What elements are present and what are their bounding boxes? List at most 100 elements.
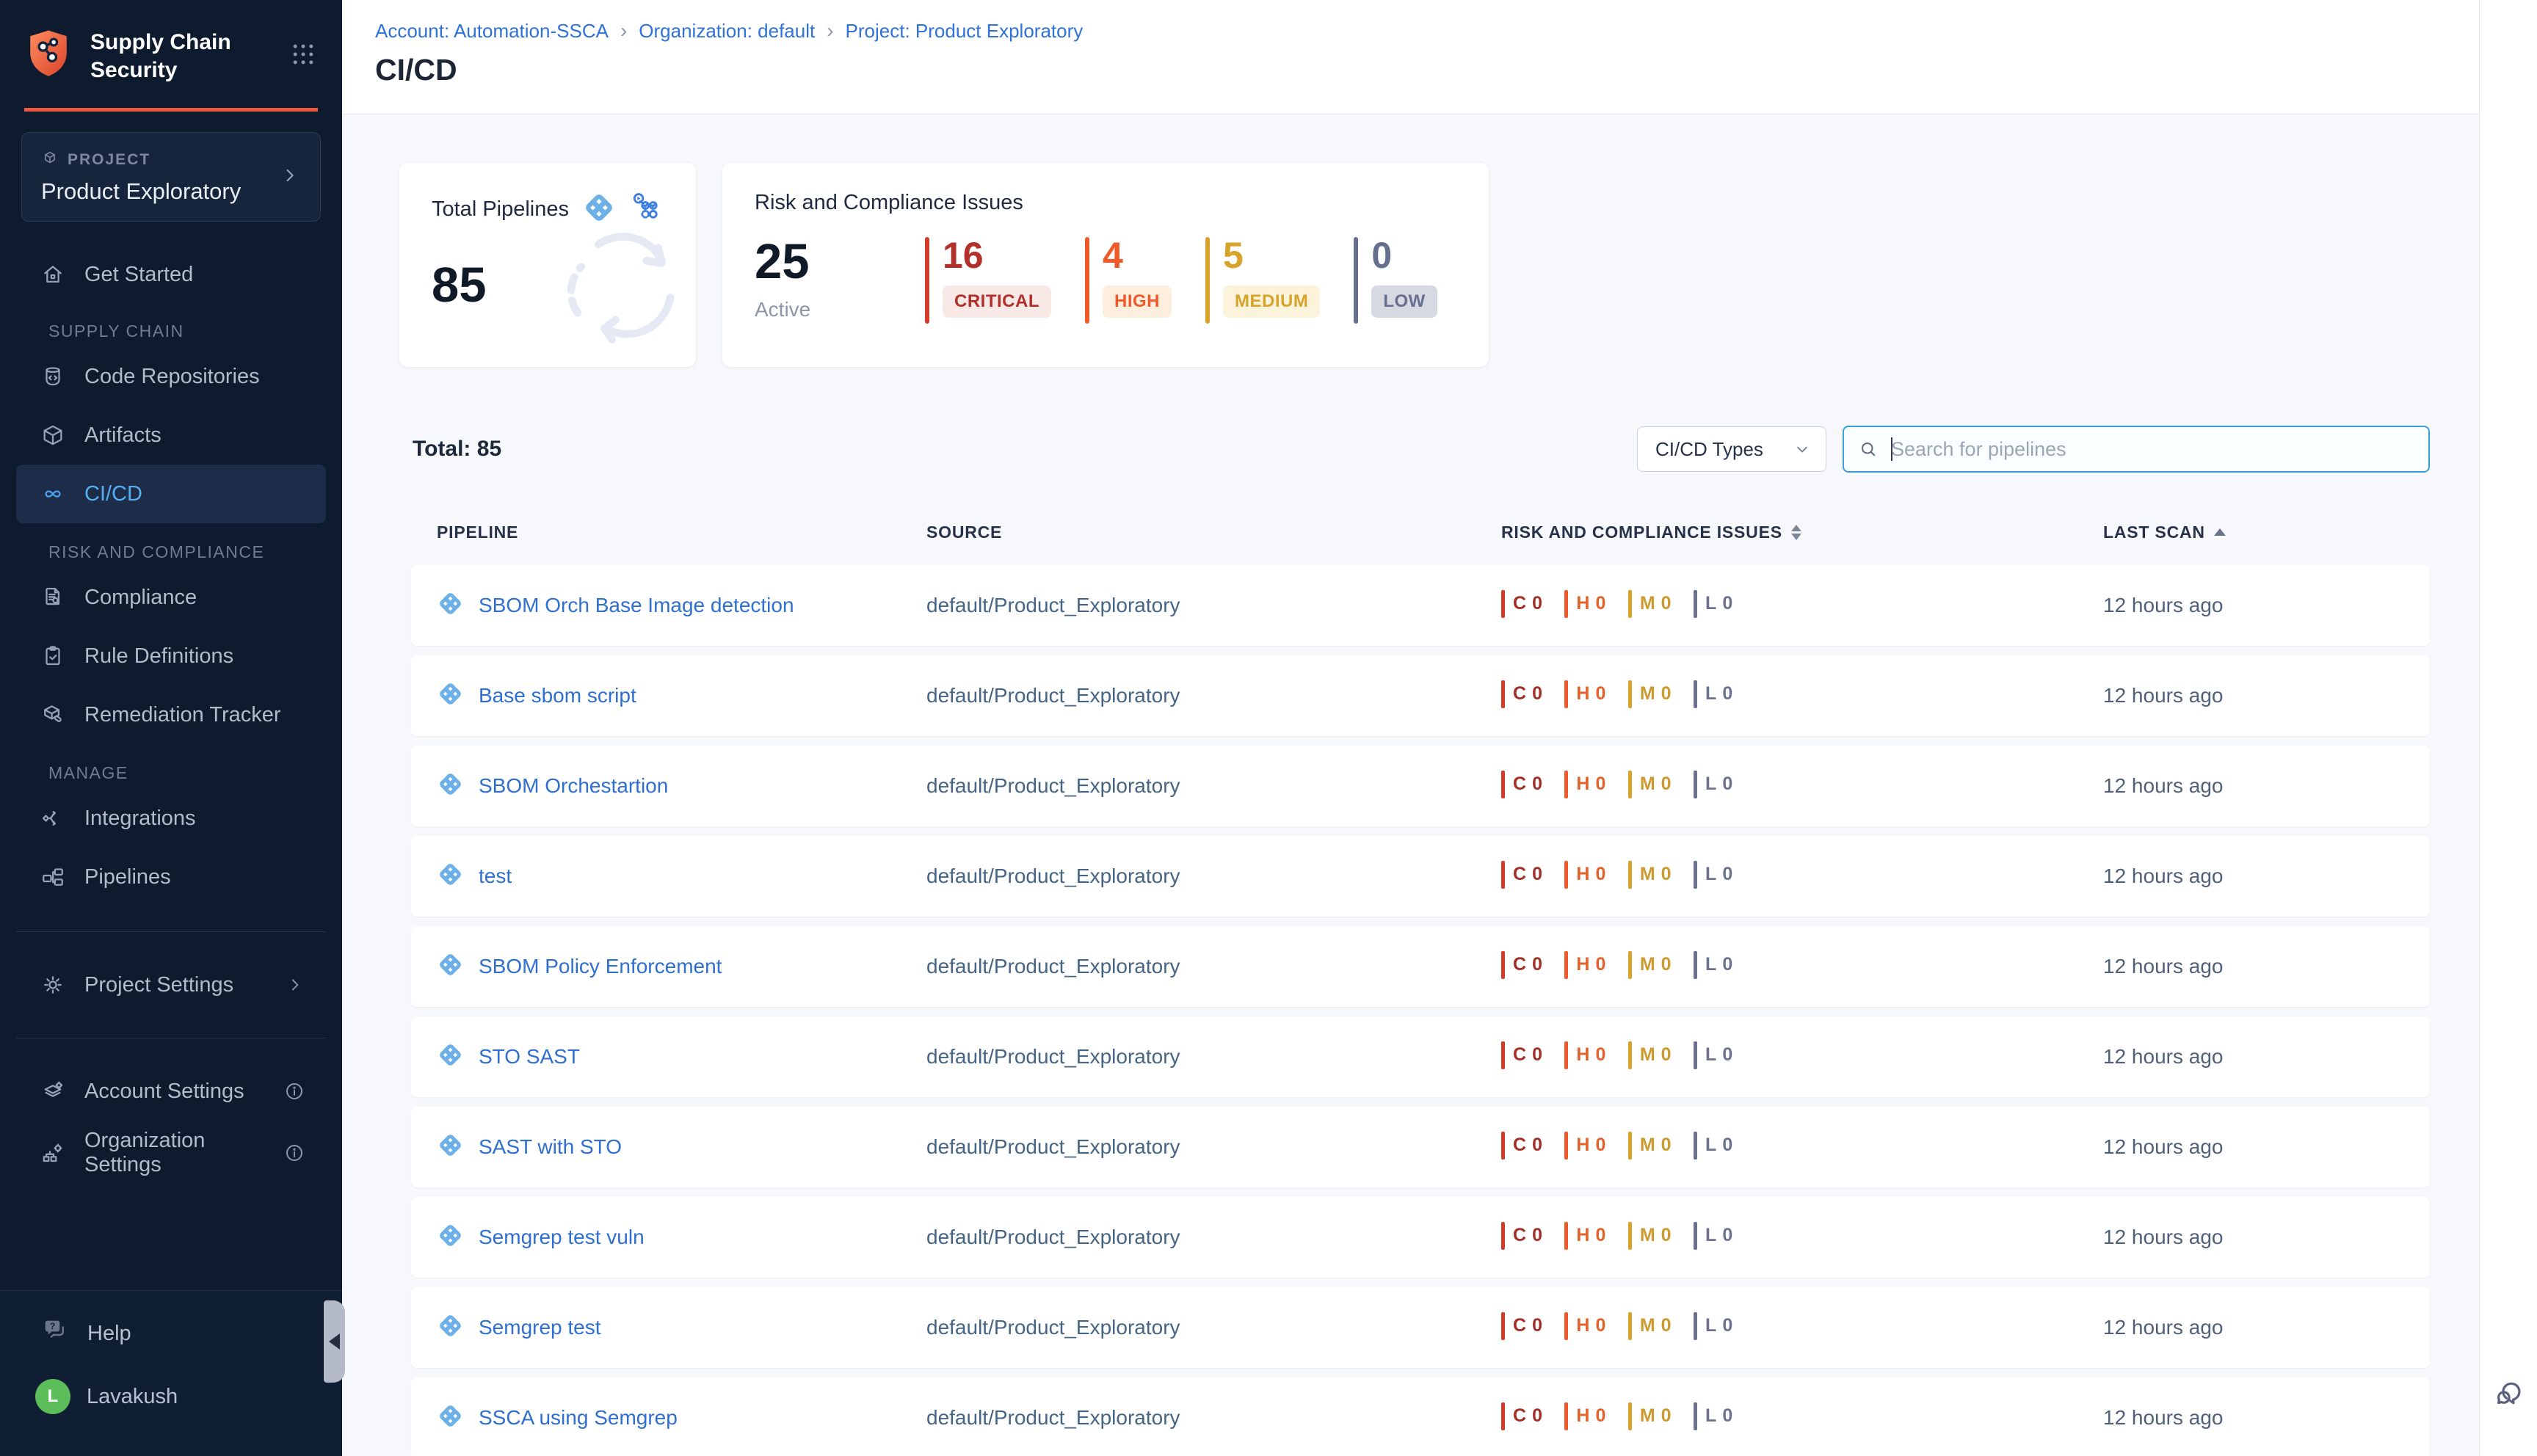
severity-label-badge: MEDIUM — [1222, 285, 1321, 318]
table-row[interactable]: SSCA using Semgrep default/Product_Explo… — [411, 1377, 2430, 1456]
severity-label-badge: LOW — [1371, 285, 1437, 318]
user-menu[interactable]: L Lavakush — [0, 1373, 342, 1420]
sort-icon[interactable] — [1790, 524, 1801, 540]
table-row[interactable]: SBOM Policy Enforcement default/Product_… — [411, 926, 2430, 1007]
severity-count: 16 — [943, 235, 984, 276]
sidebar-collapse-handle[interactable] — [324, 1300, 345, 1383]
sidebar-item-organization-settings[interactable]: Organization Settings — [16, 1125, 326, 1181]
app-switcher-grid-icon[interactable] — [288, 40, 318, 73]
info-icon[interactable] — [283, 1142, 305, 1164]
pipeline-name-link[interactable]: test — [479, 864, 512, 887]
sidebar-item-artifacts[interactable]: Artifacts — [16, 406, 326, 465]
breadcrumb-link[interactable]: Project: Product Exploratory — [845, 19, 1084, 42]
active-issues-count: 25 — [755, 234, 810, 289]
chat-bubbles-icon[interactable] — [2491, 1377, 2527, 1416]
table-header: PIPELINE SOURCE RISK AND COMPLIANCE ISSU… — [411, 515, 2430, 549]
pipeline-source: default/Product_Exploratory — [926, 684, 1180, 707]
column-header-source[interactable]: SOURCE — [926, 522, 1003, 542]
search-input[interactable] — [1890, 437, 2415, 462]
total-pipelines-card: Total Pipelines — [399, 163, 696, 367]
info-icon[interactable] — [283, 1080, 305, 1102]
sidebar-item-label: Integrations — [84, 806, 196, 830]
page-title: CI/CD — [375, 53, 457, 87]
svg-text:?: ? — [50, 1321, 56, 1331]
pipeline-name-link[interactable]: SBOM Orchestartion — [479, 774, 669, 797]
breadcrumb-link[interactable]: Account: Automation-SSCA — [375, 19, 609, 42]
pipeline-name-link[interactable]: SBOM Orch Base Image detection — [479, 594, 794, 616]
breadcrumb-link[interactable]: Organization: default — [639, 19, 816, 42]
sidebar-item-rule-definitions[interactable]: Rule Definitions — [16, 627, 326, 685]
help-chat-icon: ? — [40, 1316, 70, 1351]
table-row[interactable]: Semgrep test vuln default/Product_Explor… — [411, 1197, 2430, 1278]
last-scan: 12 hours ago — [2103, 774, 2224, 797]
pipeline-diamond-icon — [437, 1312, 464, 1343]
sidebar-item-project-settings[interactable]: Project Settings — [16, 957, 326, 1013]
sidebar-item-label: Account Settings — [84, 1079, 244, 1103]
pipeline-name-link[interactable]: Base sbom script — [479, 684, 636, 707]
pipeline-source: default/Product_Exploratory — [926, 1226, 1180, 1248]
cycle-arrows-watermark — [545, 214, 692, 367]
total-pipelines-value: 85 — [432, 258, 487, 313]
table-row[interactable]: Semgrep test default/Product_Exploratory… — [411, 1287, 2430, 1368]
account-settings-icon — [40, 1079, 65, 1104]
sidebar-item-label: Get Started — [84, 262, 194, 286]
pipeline-diamond-icon — [437, 1132, 464, 1162]
sidebar-item-ci-cd[interactable]: CI/CD — [16, 465, 326, 523]
severity-bar — [1354, 237, 1359, 324]
pipeline-search — [1843, 426, 2430, 473]
pipeline-diamond-icon — [437, 1222, 464, 1253]
table-row[interactable]: SAST with STO default/Product_Explorator… — [411, 1107, 2430, 1187]
sidebar-item-get-started[interactable]: Get Started — [16, 247, 326, 302]
column-header-pipeline[interactable]: PIPELINE — [437, 522, 519, 542]
pipeline-name-link[interactable]: Semgrep test vuln — [479, 1226, 645, 1248]
cicd-types-dropdown[interactable]: CI/CD Types — [1637, 426, 1826, 472]
pipeline-name-link[interactable]: Semgrep test — [479, 1316, 601, 1339]
pipeline-name-link[interactable]: STO SAST — [479, 1045, 580, 1068]
sidebar-item-code-repositories[interactable]: Code Repositories — [16, 347, 326, 406]
table-row[interactable]: SBOM Orch Base Image detection default/P… — [411, 565, 2430, 646]
table-row[interactable]: Base sbom script default/Product_Explora… — [411, 655, 2430, 736]
pipeline-name-link[interactable]: SBOM Policy Enforcement — [479, 955, 722, 978]
column-header-risk-issues[interactable]: RISK AND COMPLIANCE ISSUES — [1501, 523, 2103, 542]
pipeline-name-link[interactable]: SSCA using Semgrep — [479, 1406, 678, 1429]
table-row[interactable]: SBOM Orchestartion default/Product_Explo… — [411, 746, 2430, 826]
pipeline-source: default/Product_Exploratory — [926, 1045, 1180, 1068]
sidebar-item-remediation-tracker[interactable]: Remediation Tracker — [16, 685, 326, 744]
user-name: Lavakush — [87, 1384, 178, 1408]
page-header: Account: Automation-SSCA › Organization: d… — [342, 0, 2537, 114]
sidebar-item-pipelines[interactable]: Pipelines — [16, 848, 326, 906]
help-button[interactable]: ? Help — [0, 1310, 342, 1357]
pipeline-source: default/Product_Exploratory — [926, 1316, 1180, 1339]
gear-icon — [40, 972, 65, 997]
severity-count: 5 — [1222, 235, 1244, 276]
pipeline-name-link[interactable]: SAST with STO — [479, 1135, 623, 1158]
rule-definitions-icon — [40, 644, 65, 669]
brand-title: Supply Chain Security — [90, 30, 231, 82]
severity-bar — [1205, 237, 1210, 324]
column-header-last-scan[interactable]: LAST SCAN — [2103, 523, 2430, 542]
sidebar-item-account-settings[interactable]: Account Settings — [16, 1063, 326, 1119]
sidebar-item-compliance[interactable]: Compliance — [16, 568, 326, 627]
project-selector[interactable]: PROJECT Product Exploratory — [21, 132, 321, 222]
last-scan: 12 hours ago — [2103, 1226, 2224, 1248]
sidebar-item-integrations[interactable]: Integrations — [16, 789, 326, 848]
